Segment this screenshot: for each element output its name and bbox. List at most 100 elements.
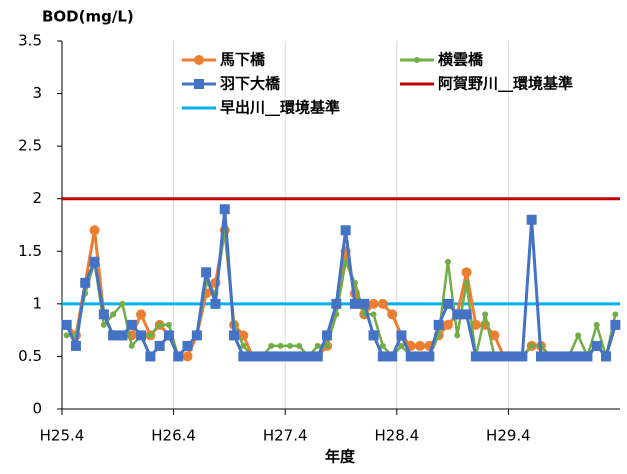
- marker: [387, 351, 398, 362]
- marker: [526, 214, 537, 225]
- marker: [433, 319, 444, 330]
- marker: [377, 351, 388, 362]
- marker: [349, 298, 360, 309]
- legend-label: 阿賀野川__環境基準: [438, 75, 573, 93]
- marker: [136, 330, 147, 341]
- legend-label: 羽下大橋: [220, 75, 281, 93]
- legend-label: 早出川__環境基準: [220, 99, 340, 117]
- marker: [554, 351, 565, 362]
- marker: [601, 351, 612, 362]
- x-tick-label: H29.4: [486, 427, 531, 445]
- marker: [89, 256, 100, 267]
- marker: [322, 330, 333, 341]
- marker: [610, 319, 621, 330]
- marker: [210, 298, 221, 309]
- marker: [517, 351, 528, 362]
- marker: [286, 342, 293, 349]
- marker: [415, 351, 426, 362]
- marker: [165, 321, 172, 328]
- marker: [63, 332, 70, 339]
- marker: [461, 309, 472, 320]
- marker: [444, 258, 451, 265]
- marker: [454, 332, 461, 339]
- marker: [219, 204, 230, 215]
- marker: [442, 298, 453, 309]
- marker: [377, 298, 388, 309]
- marker: [582, 351, 593, 362]
- y-tick-label: 2: [32, 189, 42, 207]
- marker: [405, 351, 416, 362]
- marker: [108, 330, 119, 341]
- marker: [482, 311, 489, 318]
- marker: [461, 267, 472, 278]
- marker: [182, 351, 193, 362]
- marker: [173, 351, 184, 362]
- marker: [294, 351, 305, 362]
- marker: [442, 319, 453, 330]
- marker: [156, 321, 163, 328]
- legend-marker: [194, 55, 204, 65]
- marker: [342, 258, 349, 265]
- marker: [126, 319, 137, 330]
- y-tick-label: 3.5: [18, 32, 42, 50]
- x-tick-label: H28.4: [374, 427, 419, 445]
- x-axis-title: 年度: [325, 448, 356, 466]
- legend-marker: [414, 57, 420, 63]
- marker: [489, 351, 500, 362]
- legend-label: 横雲橋: [438, 51, 484, 69]
- marker: [612, 311, 619, 318]
- marker: [191, 330, 202, 341]
- marker: [229, 330, 240, 341]
- marker: [128, 342, 135, 349]
- marker: [303, 351, 314, 362]
- marker: [370, 311, 377, 318]
- marker: [398, 342, 405, 349]
- marker: [182, 340, 193, 351]
- marker: [98, 309, 109, 320]
- marker: [379, 342, 386, 349]
- marker: [119, 300, 126, 307]
- marker: [368, 330, 379, 341]
- marker: [591, 340, 602, 351]
- x-tick-label: H25.4: [40, 427, 85, 445]
- marker: [256, 351, 267, 362]
- marker: [528, 342, 535, 349]
- marker: [463, 279, 470, 286]
- marker: [415, 340, 426, 351]
- marker: [136, 309, 147, 320]
- marker: [340, 225, 351, 236]
- marker: [80, 277, 91, 288]
- marker: [575, 332, 582, 339]
- y-tick-label: 3: [32, 84, 42, 102]
- marker: [145, 351, 156, 362]
- marker: [238, 351, 249, 362]
- marker: [147, 332, 154, 339]
- marker: [452, 309, 463, 320]
- marker: [89, 225, 100, 236]
- marker: [284, 351, 295, 362]
- marker: [201, 267, 212, 278]
- marker: [163, 330, 174, 341]
- marker: [100, 321, 107, 328]
- marker: [359, 298, 370, 309]
- marker: [545, 351, 556, 362]
- marker: [117, 330, 128, 341]
- y-tick-label: 1: [32, 294, 42, 312]
- x-tick-label: H27.4: [263, 427, 308, 445]
- y-tick-label: 0.5: [18, 347, 42, 365]
- legend-marker: [194, 79, 204, 89]
- legend-label: 馬下橋: [220, 51, 266, 69]
- marker: [314, 342, 321, 349]
- marker: [110, 311, 117, 318]
- marker: [154, 340, 165, 351]
- marker: [593, 321, 600, 328]
- marker: [312, 351, 323, 362]
- marker: [480, 351, 491, 362]
- marker: [563, 351, 574, 362]
- marker: [535, 351, 546, 362]
- marker: [268, 342, 275, 349]
- marker: [396, 330, 407, 341]
- marker: [247, 351, 258, 362]
